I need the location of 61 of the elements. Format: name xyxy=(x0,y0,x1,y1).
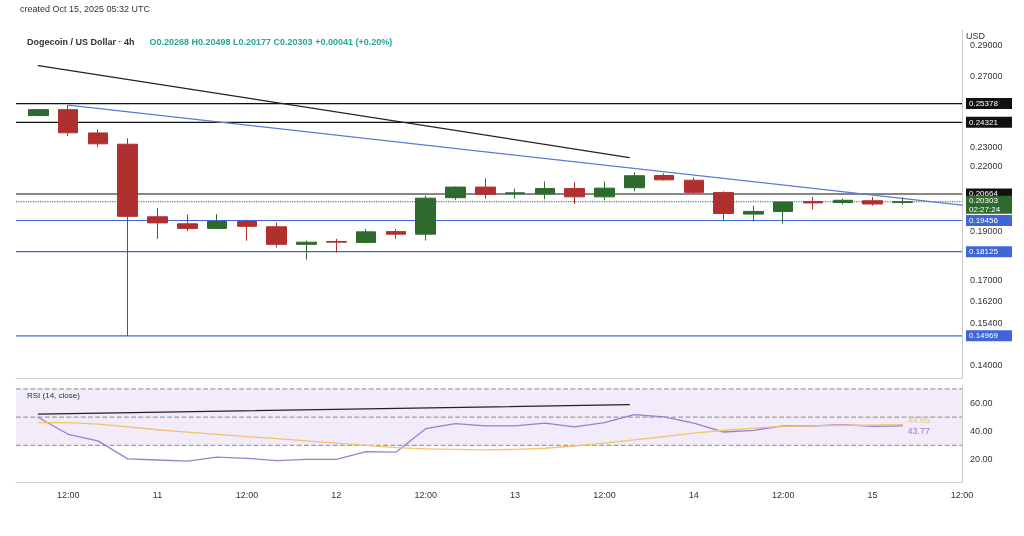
y-tick-label: 0.16200 xyxy=(970,296,1003,307)
y-tick-label: 0.17000 xyxy=(970,274,1003,285)
candlestick xyxy=(862,196,883,207)
x-tick-label: 12 xyxy=(331,489,342,500)
ref-line-label: 0.19456 xyxy=(969,215,999,225)
y-tick-label: 60.00 xyxy=(970,397,993,408)
x-tick-label: 15 xyxy=(867,489,878,500)
x-tick-label: 12:00 xyxy=(414,489,437,500)
text: O0.20268 H0.20498 L0.20177 C0.20303 +0.00041 (+0.20%) xyxy=(149,37,393,47)
candlestick xyxy=(266,222,287,249)
candlestick xyxy=(654,172,674,181)
ref-line-label: 0.18125 xyxy=(969,247,999,257)
text: RSI (14, close) xyxy=(27,390,81,400)
y-tick-label: 0.29000 xyxy=(970,39,1003,50)
x-tick-label: 13 xyxy=(510,489,521,500)
candlestick xyxy=(177,214,198,232)
candlestick xyxy=(296,240,317,261)
y-tick-label: 0.22000 xyxy=(970,161,1003,172)
y-tick-label: 0.27000 xyxy=(970,71,1003,82)
x-tick-label: 12:00 xyxy=(56,489,80,500)
y-tick-label: 0.23000 xyxy=(970,141,1003,152)
text: Dogecoin / US Dollar · 4h xyxy=(27,37,135,47)
data-label: 44.65 xyxy=(907,414,930,425)
candlestick xyxy=(326,238,347,254)
ref-line-label: 0.14969 xyxy=(969,331,999,341)
candlestick xyxy=(743,205,764,222)
line-series xyxy=(37,414,904,462)
y-tick-label: 0.15400 xyxy=(970,318,1003,329)
candlestick xyxy=(117,137,138,337)
candlestick xyxy=(475,177,496,200)
candlestick xyxy=(386,228,406,240)
candlestick xyxy=(28,108,49,117)
candlestick xyxy=(684,177,704,195)
x-tick-label: 12:00 xyxy=(771,489,795,500)
ref-line-label: 0.25378 xyxy=(969,99,999,109)
x-tick-label: 12:00 xyxy=(950,489,974,500)
y-tick-label: 20.00 xyxy=(970,454,993,465)
text: created Oct 15, 2025 05:32 UTC xyxy=(20,4,151,14)
y-tick-label: 40.00 xyxy=(970,426,993,437)
candlestick xyxy=(147,207,168,240)
line-series xyxy=(37,421,904,451)
candlestick xyxy=(58,104,78,137)
data-label: 43.77 xyxy=(907,425,930,436)
y-tick-label: 0.14000 xyxy=(970,360,1003,371)
candlestick xyxy=(505,188,525,200)
x-tick-label: 11 xyxy=(152,489,163,500)
candlestick xyxy=(207,213,227,230)
y-tick-label: 0.19000 xyxy=(970,225,1003,236)
candlestick xyxy=(88,128,108,148)
x-tick-label: 12:00 xyxy=(235,489,259,500)
candlestick xyxy=(713,190,734,222)
x-tick-label: 12:00 xyxy=(593,489,616,500)
candlestick xyxy=(356,228,376,244)
y-axis-title: USD xyxy=(966,31,986,42)
candlestick xyxy=(564,181,585,205)
x-tick-label: 14 xyxy=(688,489,699,500)
candlestick xyxy=(803,196,823,210)
candlestick xyxy=(237,219,257,242)
candlestick xyxy=(624,171,645,192)
candlestick xyxy=(535,180,555,200)
ref-line-label: 0.24321 xyxy=(969,117,999,127)
